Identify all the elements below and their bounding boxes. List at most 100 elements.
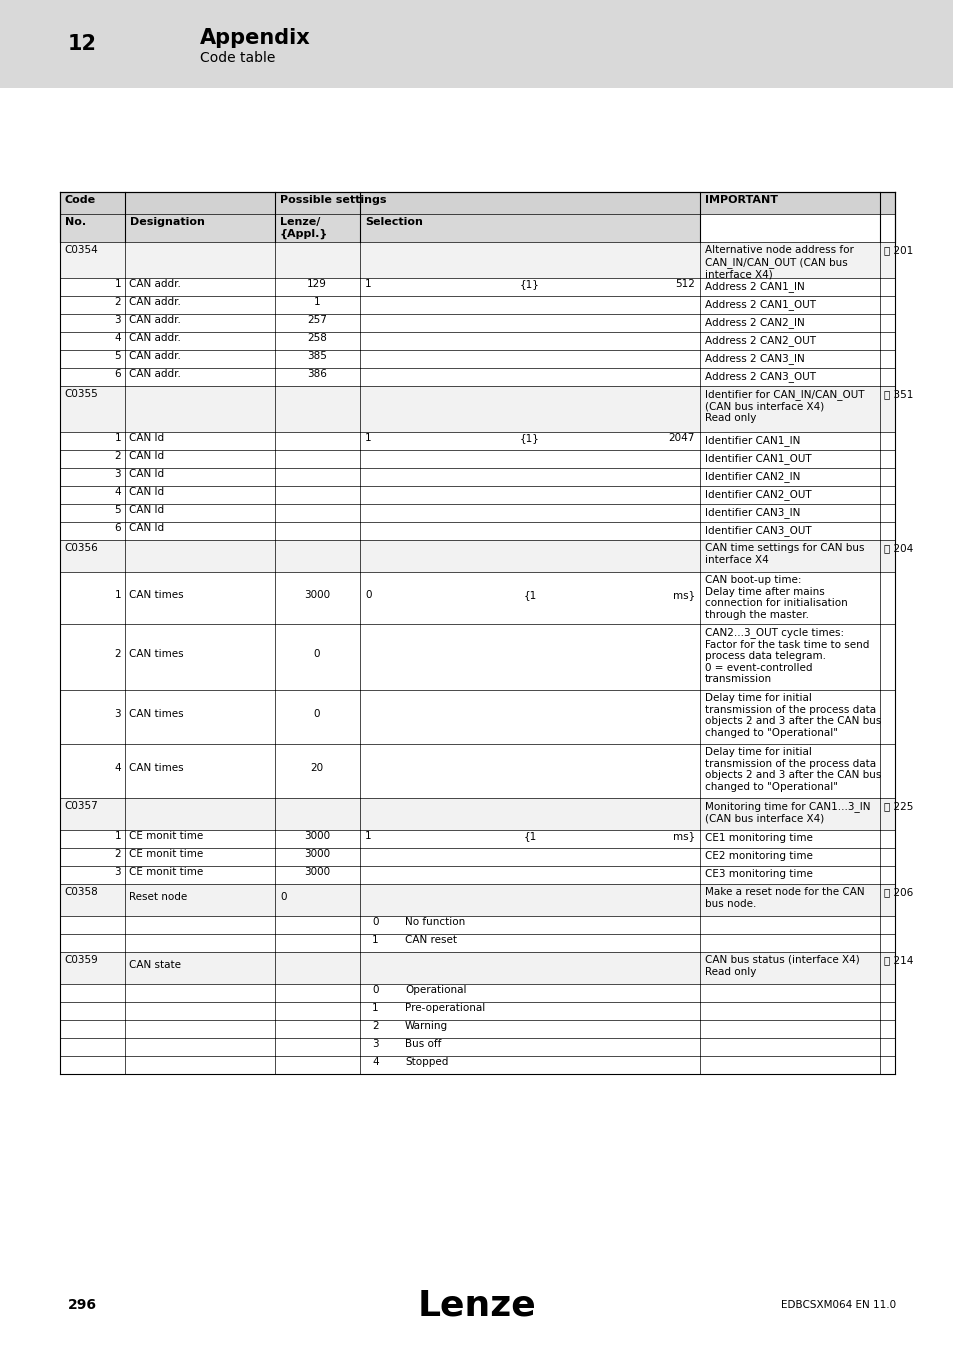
Text: ms}: ms} <box>672 832 695 841</box>
Text: Code table: Code table <box>200 51 275 65</box>
Text: Identifier CAN3_IN: Identifier CAN3_IN <box>704 508 800 518</box>
Bar <box>60 1056 894 1075</box>
Text: Delay time for initial
transmission of the process data
objects 2 and 3 after th: Delay time for initial transmission of t… <box>704 747 881 792</box>
Text: CE3 monitoring time: CE3 monitoring time <box>704 869 812 879</box>
Text: CAN Id: CAN Id <box>129 505 164 514</box>
Bar <box>60 486 894 504</box>
Text: 1: 1 <box>114 590 121 599</box>
Bar <box>60 504 894 522</box>
Text: ⌹ 225: ⌹ 225 <box>883 801 912 811</box>
Text: CAN time settings for CAN bus
interface X4: CAN time settings for CAN bus interface … <box>704 543 863 564</box>
Bar <box>60 468 894 486</box>
Text: 0: 0 <box>280 892 286 902</box>
Text: Identifier CAN1_OUT: Identifier CAN1_OUT <box>704 454 811 464</box>
Text: ⌹ 201: ⌹ 201 <box>883 244 912 255</box>
Text: C0354: C0354 <box>64 244 97 255</box>
Text: 2: 2 <box>114 649 121 659</box>
Text: 296: 296 <box>68 1297 97 1312</box>
Text: Alternative node address for
CAN_IN/CAN_OUT (CAN bus
interface X4): Alternative node address for CAN_IN/CAN_… <box>704 244 853 279</box>
Text: 0: 0 <box>372 986 378 995</box>
Bar <box>60 744 894 798</box>
Text: 5: 5 <box>114 505 121 514</box>
Text: CE monit time: CE monit time <box>129 832 203 841</box>
Text: 3000: 3000 <box>304 867 330 878</box>
Text: CAN2...3_OUT cycle times:
Factor for the task time to send
process data telegram: CAN2...3_OUT cycle times: Factor for the… <box>704 626 868 684</box>
Text: {1}: {1} <box>519 279 539 289</box>
Bar <box>60 884 894 917</box>
Text: 0: 0 <box>314 709 320 720</box>
Text: 3000: 3000 <box>304 832 330 841</box>
Bar <box>60 242 894 278</box>
Text: 0: 0 <box>372 917 378 927</box>
Text: Appendix: Appendix <box>200 28 311 49</box>
Text: Lenze: Lenze <box>417 1288 536 1322</box>
Text: Monitoring time for CAN1...3_IN
(CAN bus interface X4): Monitoring time for CAN1...3_IN (CAN bus… <box>704 801 869 824</box>
Text: Address 2 CAN2_IN: Address 2 CAN2_IN <box>704 317 804 328</box>
Text: Designation: Designation <box>130 217 205 227</box>
Text: 4: 4 <box>114 763 121 774</box>
Text: C0355: C0355 <box>64 389 97 400</box>
Text: 3: 3 <box>114 867 121 878</box>
Text: C0358: C0358 <box>64 887 97 896</box>
Text: {1}: {1} <box>519 433 539 443</box>
Text: 0: 0 <box>314 649 320 659</box>
Text: CAN addr.: CAN addr. <box>129 333 181 343</box>
Bar <box>60 369 894 386</box>
Text: Selection: Selection <box>365 217 422 227</box>
Text: 1: 1 <box>114 832 121 841</box>
Text: Pre-operational: Pre-operational <box>405 1003 485 1012</box>
Text: C0359: C0359 <box>64 954 97 965</box>
Text: 3: 3 <box>114 315 121 325</box>
Text: 0: 0 <box>365 590 371 599</box>
Text: 1: 1 <box>114 279 121 289</box>
Text: Address 2 CAN2_OUT: Address 2 CAN2_OUT <box>704 335 815 346</box>
Text: EDBCSXM064 EN 11.0: EDBCSXM064 EN 11.0 <box>781 1300 895 1310</box>
Bar <box>60 386 894 432</box>
Text: CAN Id: CAN Id <box>129 487 164 497</box>
Text: Operational: Operational <box>405 986 466 995</box>
Text: C0356: C0356 <box>64 543 97 554</box>
Text: 1: 1 <box>365 832 372 841</box>
Bar <box>60 315 894 332</box>
Text: No function: No function <box>405 917 465 927</box>
Text: CE monit time: CE monit time <box>129 867 203 878</box>
Text: 20: 20 <box>310 763 323 774</box>
Bar <box>60 984 894 1002</box>
Text: 2047: 2047 <box>668 433 695 443</box>
Text: 2: 2 <box>372 1021 378 1031</box>
Bar <box>60 798 894 830</box>
Bar <box>274 215 359 242</box>
Bar <box>60 332 894 350</box>
Text: 1: 1 <box>314 297 320 306</box>
Text: 4: 4 <box>114 487 121 497</box>
Bar <box>60 848 894 865</box>
Bar <box>60 350 894 369</box>
Text: {1: {1 <box>523 832 536 841</box>
Bar <box>60 192 274 215</box>
Text: Lenze/
{Appl.}: Lenze/ {Appl.} <box>280 217 328 239</box>
Text: Warning: Warning <box>405 1021 448 1031</box>
Text: CAN state: CAN state <box>129 960 181 971</box>
Bar <box>60 450 894 468</box>
Text: 12: 12 <box>68 34 97 54</box>
Text: Make a reset node for the CAN
bus node.: Make a reset node for the CAN bus node. <box>704 887 863 909</box>
Bar <box>60 865 894 884</box>
Bar <box>60 296 894 315</box>
Text: ⌹ 214: ⌹ 214 <box>883 954 912 965</box>
Text: CAN Id: CAN Id <box>129 433 164 443</box>
Text: CAN addr.: CAN addr. <box>129 351 181 360</box>
Text: 6: 6 <box>114 522 121 533</box>
Text: Bus off: Bus off <box>405 1040 441 1049</box>
Text: CAN addr.: CAN addr. <box>129 315 181 325</box>
Text: 1: 1 <box>114 433 121 443</box>
Bar <box>359 215 700 242</box>
Text: 1: 1 <box>365 433 372 443</box>
Bar <box>60 917 894 934</box>
Text: Identifier CAN3_OUT: Identifier CAN3_OUT <box>704 525 811 536</box>
Text: Delay time for initial
transmission of the process data
objects 2 and 3 after th: Delay time for initial transmission of t… <box>704 693 881 738</box>
Text: 3: 3 <box>114 468 121 479</box>
Text: ⌹ 351: ⌹ 351 <box>883 389 912 400</box>
Text: CAN Id: CAN Id <box>129 522 164 533</box>
Text: CAN times: CAN times <box>129 709 183 720</box>
Text: CAN Id: CAN Id <box>129 451 164 460</box>
